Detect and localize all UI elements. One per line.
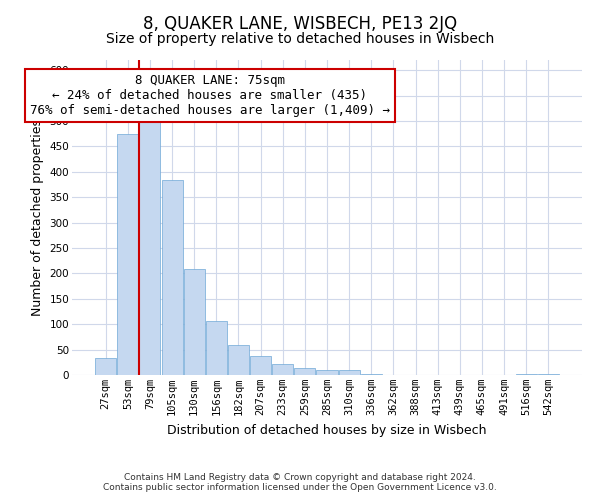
Bar: [139, 122, 160, 375]
Bar: [184, 269, 205, 375]
Bar: [206, 321, 227, 375]
Bar: [538, 374, 559, 375]
Bar: [95, 358, 116, 375]
Bar: [250, 356, 271, 375]
Bar: [118, 134, 139, 375]
Bar: [316, 370, 338, 375]
Bar: [161, 180, 182, 375]
Text: 8 QUAKER LANE: 75sqm  
← 24% of detached houses are smaller (435)
76% of semi-de: 8 QUAKER LANE: 75sqm ← 24% of detached h…: [30, 74, 390, 117]
Bar: [515, 374, 536, 375]
Bar: [361, 374, 382, 375]
Text: 8, QUAKER LANE, WISBECH, PE13 2JQ: 8, QUAKER LANE, WISBECH, PE13 2JQ: [143, 15, 457, 33]
Bar: [295, 368, 316, 375]
X-axis label: Distribution of detached houses by size in Wisbech: Distribution of detached houses by size …: [167, 424, 487, 436]
Text: Contains HM Land Registry data © Crown copyright and database right 2024.
Contai: Contains HM Land Registry data © Crown c…: [103, 473, 497, 492]
Y-axis label: Number of detached properties: Number of detached properties: [31, 119, 44, 316]
Bar: [338, 370, 359, 375]
Bar: [228, 344, 249, 375]
Text: Size of property relative to detached houses in Wisbech: Size of property relative to detached ho…: [106, 32, 494, 46]
Bar: [272, 364, 293, 375]
